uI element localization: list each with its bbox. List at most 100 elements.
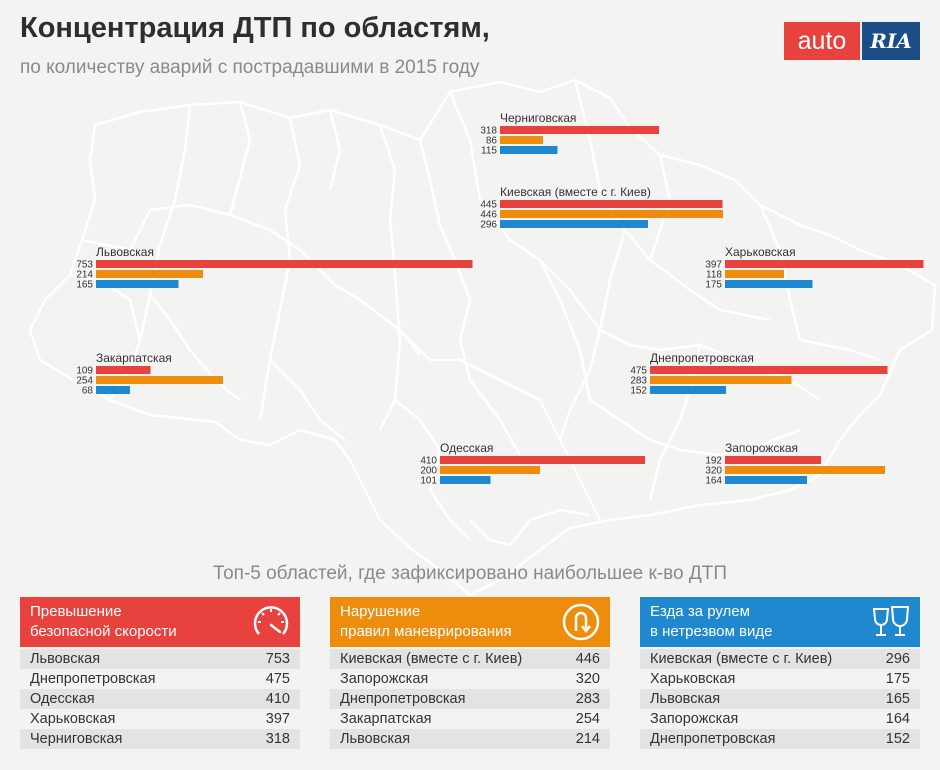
bar-maneuver	[440, 466, 540, 474]
bar-value-label: 109	[76, 366, 93, 377]
bar-value-label: 101	[420, 476, 437, 487]
bar-value-label: 214	[76, 270, 93, 281]
bar-value-label: 318	[480, 126, 497, 137]
row-region-name: Одесская	[30, 691, 95, 707]
row-value: 152	[885, 731, 910, 747]
bar-drunk	[650, 386, 726, 394]
panel-label-line: в нетрезвом виде	[650, 623, 773, 640]
panel-header: Нарушение правил маневрирования	[330, 597, 610, 647]
bar-maneuver	[650, 376, 792, 384]
bar-speed	[440, 456, 645, 464]
bar-value-label: 445	[480, 200, 497, 211]
panel-drunk: Езда за рулем в нетрезвом виде Киевская …	[640, 597, 920, 749]
table-row: Запорожская 320	[330, 669, 610, 689]
bar-drunk	[96, 386, 130, 394]
row-region-name: Черниговская	[30, 731, 123, 747]
region-label: Львовская	[96, 245, 154, 259]
region-label: Закарпатская	[96, 351, 172, 365]
page-title: Концентрация ДТП по областям,	[20, 12, 490, 44]
row-region-name: Львовская	[340, 731, 411, 747]
bar-maneuver	[96, 270, 203, 278]
bar-speed	[96, 260, 473, 268]
row-region-name: Запорожская	[340, 671, 429, 687]
speedometer-icon	[253, 606, 289, 635]
table-row: Днепропетровская 152	[640, 729, 920, 749]
bar-drunk	[500, 220, 648, 228]
bar-value-label: 753	[76, 260, 93, 271]
wine-glasses-icon	[872, 606, 910, 636]
logo-ria[interactable]: RIA	[862, 22, 920, 60]
bar-value-label: 175	[705, 280, 722, 291]
bar-drunk	[500, 146, 558, 154]
region-label: Одесская	[440, 441, 493, 455]
panel-rows: Киевская (вместе с г. Киев) 446 Запорожска…	[330, 649, 610, 749]
bar-speed	[500, 200, 723, 208]
panel-label-line: Нарушение	[340, 603, 421, 620]
bar-drunk	[725, 476, 807, 484]
bar-value-label: 115	[481, 146, 497, 157]
table-row: Киевская (вместе с г. Киев) 296	[640, 649, 920, 669]
table-row: Киевская (вместе с г. Киев) 446	[330, 649, 610, 669]
panel-header: Езда за рулем в нетрезвом виде	[640, 597, 920, 647]
row-region-name: Киевская (вместе с г. Киев)	[340, 651, 523, 667]
row-region-name: Киевская (вместе с г. Киев)	[650, 651, 833, 667]
row-region-name: Харьковская	[30, 711, 116, 727]
region-label: Запорожская	[725, 441, 798, 455]
bar-drunk	[725, 280, 813, 288]
panel-speed: Превышение безопасной скорости Львовская…	[20, 597, 300, 749]
row-value: 475	[265, 671, 290, 687]
bar-value-label: 254	[76, 376, 93, 387]
logo-auto[interactable]: auto	[784, 22, 860, 60]
row-region-name: Запорожская	[650, 711, 739, 727]
row-region-name: Закарпатская	[340, 711, 432, 727]
bar-value-label: 283	[630, 376, 647, 387]
panel-label-line: безопасной скорости	[30, 623, 177, 640]
table-row: Львовская 214	[330, 729, 610, 749]
bar-value-label: 164	[705, 476, 722, 487]
row-region-name: Днепропетровская	[650, 731, 776, 747]
bar-maneuver	[500, 210, 723, 218]
u-turn-icon	[562, 603, 600, 641]
bar-value-label: 296	[480, 220, 497, 231]
table-row: Днепропетровская 283	[330, 689, 610, 709]
row-value: 410	[265, 691, 290, 707]
row-value: 164	[885, 711, 910, 727]
panel-label-line: правил маневрирования	[340, 623, 512, 640]
panel-label-line: Езда за рулем	[650, 603, 750, 620]
row-value: 753	[265, 651, 290, 667]
table-row: Днепропетровская 475	[20, 669, 300, 689]
panel-rows: Львовская 753 Днепропетровская 475 Одесская 4…	[20, 649, 300, 749]
region-label: Днепропетровская	[650, 351, 754, 365]
bar-value-label: 192	[705, 456, 722, 467]
bar-speed	[96, 366, 151, 374]
bar-maneuver	[96, 376, 223, 384]
row-region-name: Днепропетровская	[340, 691, 466, 707]
bar-value-label: 118	[706, 270, 722, 281]
top5-title: Топ-5 областей, где зафиксировано наибол…	[212, 563, 728, 584]
region-label: Харьковская	[725, 245, 796, 259]
bar-speed	[725, 456, 821, 464]
table-row: Черниговская 318	[20, 729, 300, 749]
panel-label: Нарушение правил маневрирования	[340, 602, 540, 642]
region-label: Черниговская	[500, 111, 576, 125]
row-value: 214	[575, 731, 600, 747]
map-outline	[28, 78, 937, 597]
row-region-name: Днепропетровская	[30, 671, 156, 687]
bar-drunk	[440, 476, 491, 484]
panel-maneuver: Нарушение правил маневрирования Киевская…	[330, 597, 610, 749]
table-row: Запорожская 164	[640, 709, 920, 729]
bar-value-label: 397	[705, 260, 722, 271]
row-value: 254	[575, 711, 600, 727]
bar-value-label: 86	[486, 136, 498, 147]
page-subtitle: по количеству аварий с пострадавшими в 2…	[20, 57, 480, 78]
bar-maneuver	[725, 466, 885, 474]
table-row: Закарпатская 254	[330, 709, 610, 729]
bar-speed	[725, 260, 924, 268]
panel-label: Превышение безопасной скорости	[30, 602, 230, 642]
panel-header: Превышение безопасной скорости	[20, 597, 300, 647]
region-label: Киевская (вместе с г. Киев)	[500, 185, 651, 199]
bar-maneuver	[725, 270, 784, 278]
bar-value-label: 165	[76, 280, 93, 291]
row-value: 283	[575, 691, 600, 707]
